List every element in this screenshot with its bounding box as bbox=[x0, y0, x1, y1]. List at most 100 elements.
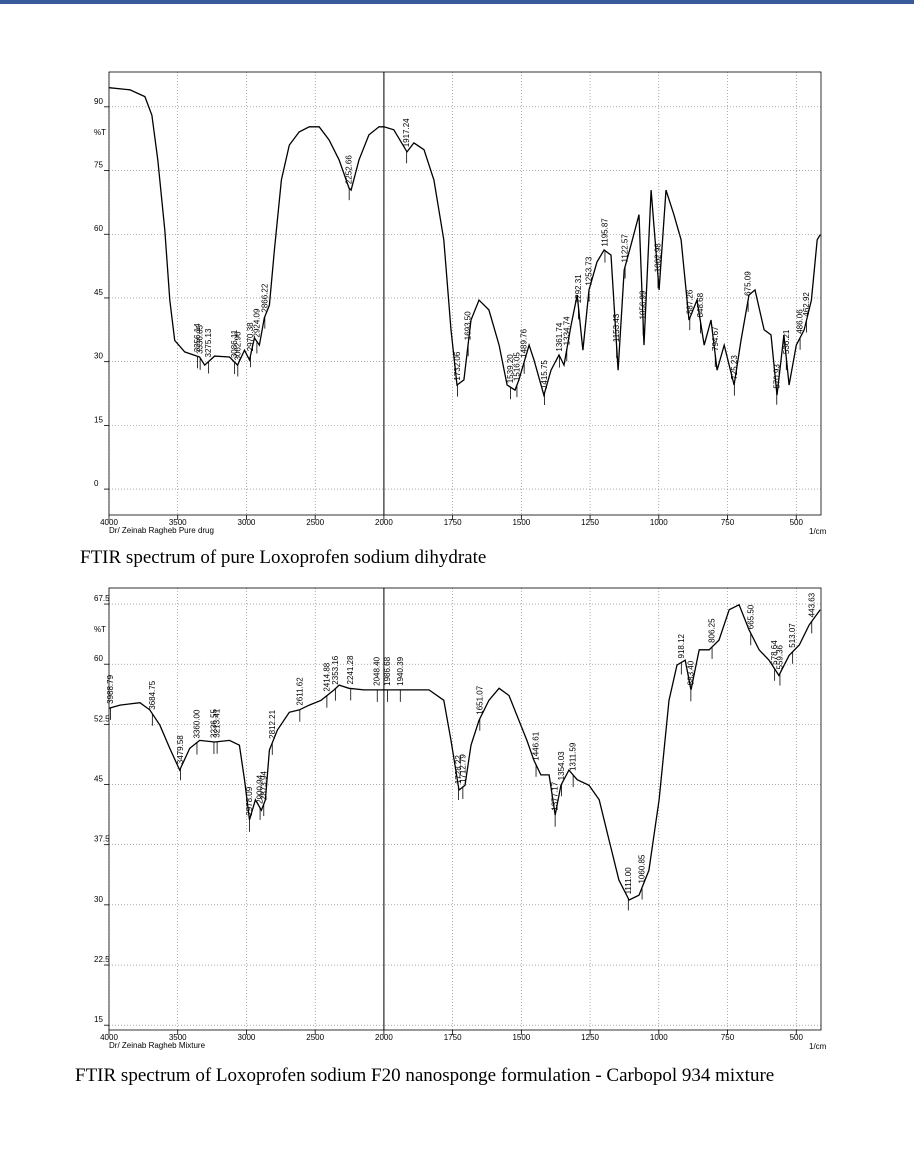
peak-label: 3275.13 bbox=[204, 328, 213, 357]
peak-label: 1056.99 bbox=[639, 290, 648, 319]
peak-label: 570.93 bbox=[772, 364, 781, 389]
x-tick-label: 4000 bbox=[100, 1033, 118, 1042]
y-tick-label: 60 bbox=[94, 224, 103, 233]
peak-label: 578.64 bbox=[770, 640, 779, 665]
peak-label: 1122.57 bbox=[621, 234, 630, 263]
x-tick-label: 750 bbox=[721, 1033, 735, 1042]
peak-label: 486.06 bbox=[796, 309, 805, 334]
peak-label: 3360.00 bbox=[192, 709, 201, 738]
peak-label: 462.92 bbox=[802, 292, 811, 317]
peak-label: 1311.59 bbox=[569, 742, 578, 771]
caption: FTIR spectrum of pure Loxoprofen sodium … bbox=[80, 547, 486, 568]
y-tick-label: 15 bbox=[94, 1015, 103, 1024]
peak-label: 1354.03 bbox=[557, 751, 566, 780]
caption: FTIR spectrum of Loxoprofen sodium F20 n… bbox=[75, 1065, 774, 1086]
x-tick-label: 3500 bbox=[169, 1033, 187, 1042]
footer-text: Dr/ Zeinab Ragheb Mixture bbox=[109, 1041, 206, 1050]
x-axis-label: 1/cm bbox=[809, 1042, 827, 1051]
y-tick-label: 15 bbox=[94, 415, 103, 424]
x-tick-label: 3000 bbox=[238, 1033, 256, 1042]
peak-label: 1651.07 bbox=[475, 685, 484, 714]
top-bar bbox=[0, 0, 914, 4]
peak-label: 1195.87 bbox=[600, 218, 609, 247]
peak-label: 3479.58 bbox=[176, 735, 185, 764]
peak-label: 1940.39 bbox=[396, 656, 405, 685]
peak-label: 559.36 bbox=[775, 644, 784, 669]
peak-label: 513.07 bbox=[788, 623, 797, 648]
y-tick-label: 90 bbox=[94, 97, 103, 106]
peak-label: 1986.68 bbox=[383, 656, 392, 685]
x-tick-label: 1250 bbox=[581, 1033, 599, 1042]
peak-label: 848.68 bbox=[696, 292, 705, 317]
peak-label: 883.40 bbox=[686, 660, 695, 685]
peak-label: 3086.11 bbox=[230, 329, 239, 358]
peak-label: 2048.40 bbox=[373, 656, 382, 685]
x-tick-label: 1500 bbox=[512, 518, 530, 527]
peak-label: 1334.74 bbox=[562, 316, 571, 345]
peak-label: 665.50 bbox=[746, 604, 755, 629]
peak-label: 2611.62 bbox=[295, 677, 304, 706]
peak-label: 2812.21 bbox=[268, 709, 277, 738]
peak-label: 1377.17 bbox=[551, 781, 560, 810]
y-tick-label: 52.5 bbox=[94, 714, 110, 723]
x-tick-label: 500 bbox=[790, 518, 804, 527]
peak-label: 536.21 bbox=[782, 329, 791, 354]
peak-label: 2900.94 bbox=[256, 774, 265, 803]
peak-label: 725.23 bbox=[730, 355, 739, 380]
plot-frame bbox=[108, 587, 822, 1031]
y-tick-label: 30 bbox=[94, 895, 103, 904]
footer-text: Dr/ Zeinab Ragheb Pure drug bbox=[109, 526, 214, 535]
peak-label: 1732.06 bbox=[453, 351, 462, 380]
peak-label: 3236.55 bbox=[209, 708, 218, 737]
peak-label: 1153.43 bbox=[612, 313, 621, 342]
peak-label: 2241.28 bbox=[346, 655, 355, 684]
peak-label: 2924.09 bbox=[252, 308, 261, 337]
peak-label: 1253.73 bbox=[585, 256, 594, 285]
peak-label: 3062.96 bbox=[233, 331, 242, 360]
peak-label: 1516.05 bbox=[512, 352, 521, 381]
peak-label: 1728.22 bbox=[454, 755, 463, 784]
y-tick-label: 37.5 bbox=[94, 835, 110, 844]
peak-label: 3356.14 bbox=[193, 323, 202, 352]
x-tick-label: 2500 bbox=[306, 1033, 324, 1042]
y-tick-label: 75 bbox=[94, 161, 103, 170]
x-tick-label: 3500 bbox=[169, 518, 187, 527]
y-tick-label: 67.5 bbox=[94, 594, 110, 603]
y-tick-label: 60 bbox=[94, 654, 103, 663]
y-tick-label: 0 bbox=[94, 479, 99, 488]
x-tick-label: 500 bbox=[790, 1033, 804, 1042]
x-tick-label: 1000 bbox=[650, 518, 668, 527]
peak-label: 1712.79 bbox=[458, 754, 467, 783]
peak-label: 2866.22 bbox=[260, 283, 269, 312]
peak-label: 1002.98 bbox=[653, 243, 662, 272]
x-tick-label: 2000 bbox=[375, 518, 393, 527]
peak-label: 1060.85 bbox=[638, 854, 647, 883]
x-tick-label: 2500 bbox=[306, 518, 324, 527]
y-axis-label: %T bbox=[94, 625, 106, 634]
peak-label: 794.67 bbox=[711, 326, 720, 351]
peak-label: 443.63 bbox=[807, 592, 816, 617]
peak-label: 2970.38 bbox=[246, 322, 255, 351]
peak-label: 2353.16 bbox=[331, 655, 340, 684]
y-tick-label: 30 bbox=[94, 352, 103, 361]
peak-label: 806.25 bbox=[708, 618, 717, 643]
peak-label: 2252.66 bbox=[345, 155, 354, 184]
spectrum-line bbox=[108, 87, 821, 398]
peak-label: 887.26 bbox=[685, 289, 694, 314]
peak-label: 2873.94 bbox=[259, 771, 268, 800]
x-tick-label: 1750 bbox=[444, 1033, 462, 1042]
peak-label: 1917.24 bbox=[402, 118, 411, 147]
x-tick-label: 2000 bbox=[375, 1033, 393, 1042]
peak-label: 1539.20 bbox=[506, 354, 515, 383]
y-tick-label: 45 bbox=[94, 288, 103, 297]
peak-label: 1693.50 bbox=[464, 311, 473, 340]
peak-label: 1361.74 bbox=[555, 322, 564, 351]
x-axis-label: 1/cm bbox=[809, 527, 827, 536]
peak-label: 1111.00 bbox=[624, 867, 633, 895]
peak-label: 3988.79 bbox=[106, 674, 115, 703]
peak-label: 1292.31 bbox=[574, 274, 583, 303]
peak-label: 1415.75 bbox=[540, 360, 549, 389]
x-tick-label: 1250 bbox=[581, 518, 599, 527]
x-tick-label: 3000 bbox=[238, 518, 256, 527]
